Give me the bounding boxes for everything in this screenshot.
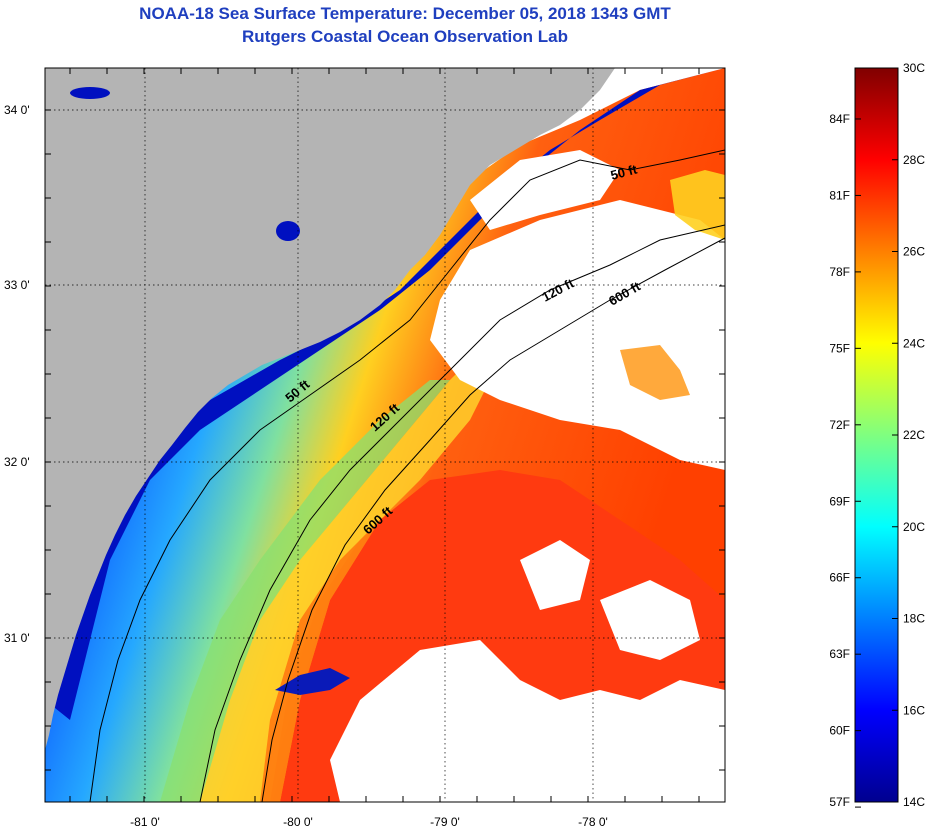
colorbar-celsius-label: 28C [903, 153, 925, 167]
lon-label-81: -81 0' [130, 815, 160, 829]
isobath-600ft [261, 237, 725, 802]
lon-label-79: -79 0' [430, 815, 460, 829]
isobath-120ft [199, 224, 725, 802]
colorbar-celsius-label: 16C [903, 703, 925, 717]
colorbar-fahrenheit-label: 81F [829, 188, 850, 202]
contour-label-50ft-north: 50 ft [609, 161, 639, 183]
colorbar-fahrenheit-label: 63F [829, 647, 850, 661]
cold-filament [275, 668, 350, 695]
colorbar-celsius-label: 30C [903, 61, 925, 75]
colorbar-fahrenheit-label: 69F [829, 494, 850, 508]
colorbar-fahrenheit-label: 75F [829, 341, 850, 355]
map-panel [45, 68, 725, 802]
colorbar [854, 67, 899, 803]
colorbar-fahrenheit-labels: 84F 81F 78F 75F 72F 69F 66F 63F 60F 57F [829, 112, 850, 809]
lat-label-34: 34 0' [4, 103, 30, 117]
offshore-warm-patch [620, 345, 690, 400]
northeast-warm-patch [670, 170, 725, 240]
isobath-50ft [89, 149, 725, 802]
colorbar-celsius-labels: 30C 28C 26C 24C 22C 20C 18C 16C 14C [903, 61, 925, 809]
colorbar-celsius-label: 14C [903, 795, 925, 809]
cloud-mask [330, 150, 725, 802]
colorbar-fahrenheit-label: 57F [829, 795, 850, 809]
axis-ticks [45, 68, 725, 802]
shelf-band-warm [200, 350, 500, 802]
lat-label-33: 33 0' [4, 278, 30, 292]
lat-label-32: 32 0' [4, 455, 30, 469]
colorbar-celsius-label: 24C [903, 336, 925, 350]
map-title: NOAA-18 Sea Surface Temperature: Decembe… [139, 4, 671, 23]
lon-label-78: -78 0' [578, 815, 608, 829]
colorbar-celsius-label: 18C [903, 612, 925, 626]
colorbar-fahrenheit-label: 60F [829, 724, 850, 738]
map-subtitle: Rutgers Coastal Ocean Observation Lab [242, 27, 568, 46]
colorbar-ticks [855, 67, 898, 808]
colorbar-fahrenheit-label: 78F [829, 265, 850, 279]
lat-label-31: 31 0' [4, 631, 30, 645]
graticule [45, 68, 725, 802]
gulf-stream-edge [260, 520, 380, 802]
inland-blob [276, 221, 300, 241]
colorbar-fahrenheit-label: 84F [829, 112, 850, 126]
colorbar-celsius-label: 20C [903, 520, 925, 534]
lon-label-80: -80 0' [283, 815, 313, 829]
colorbar-fahrenheit-label: 72F [829, 418, 850, 432]
colorbar-celsius-label: 22C [903, 428, 925, 442]
land [45, 68, 615, 750]
shelf-band-green [160, 380, 450, 802]
map-frame [44, 67, 726, 803]
colorbar-fahrenheit-label: 66F [829, 571, 850, 585]
inland-blob-2 [70, 87, 110, 99]
colorbar-celsius-label: 26C [903, 245, 925, 259]
